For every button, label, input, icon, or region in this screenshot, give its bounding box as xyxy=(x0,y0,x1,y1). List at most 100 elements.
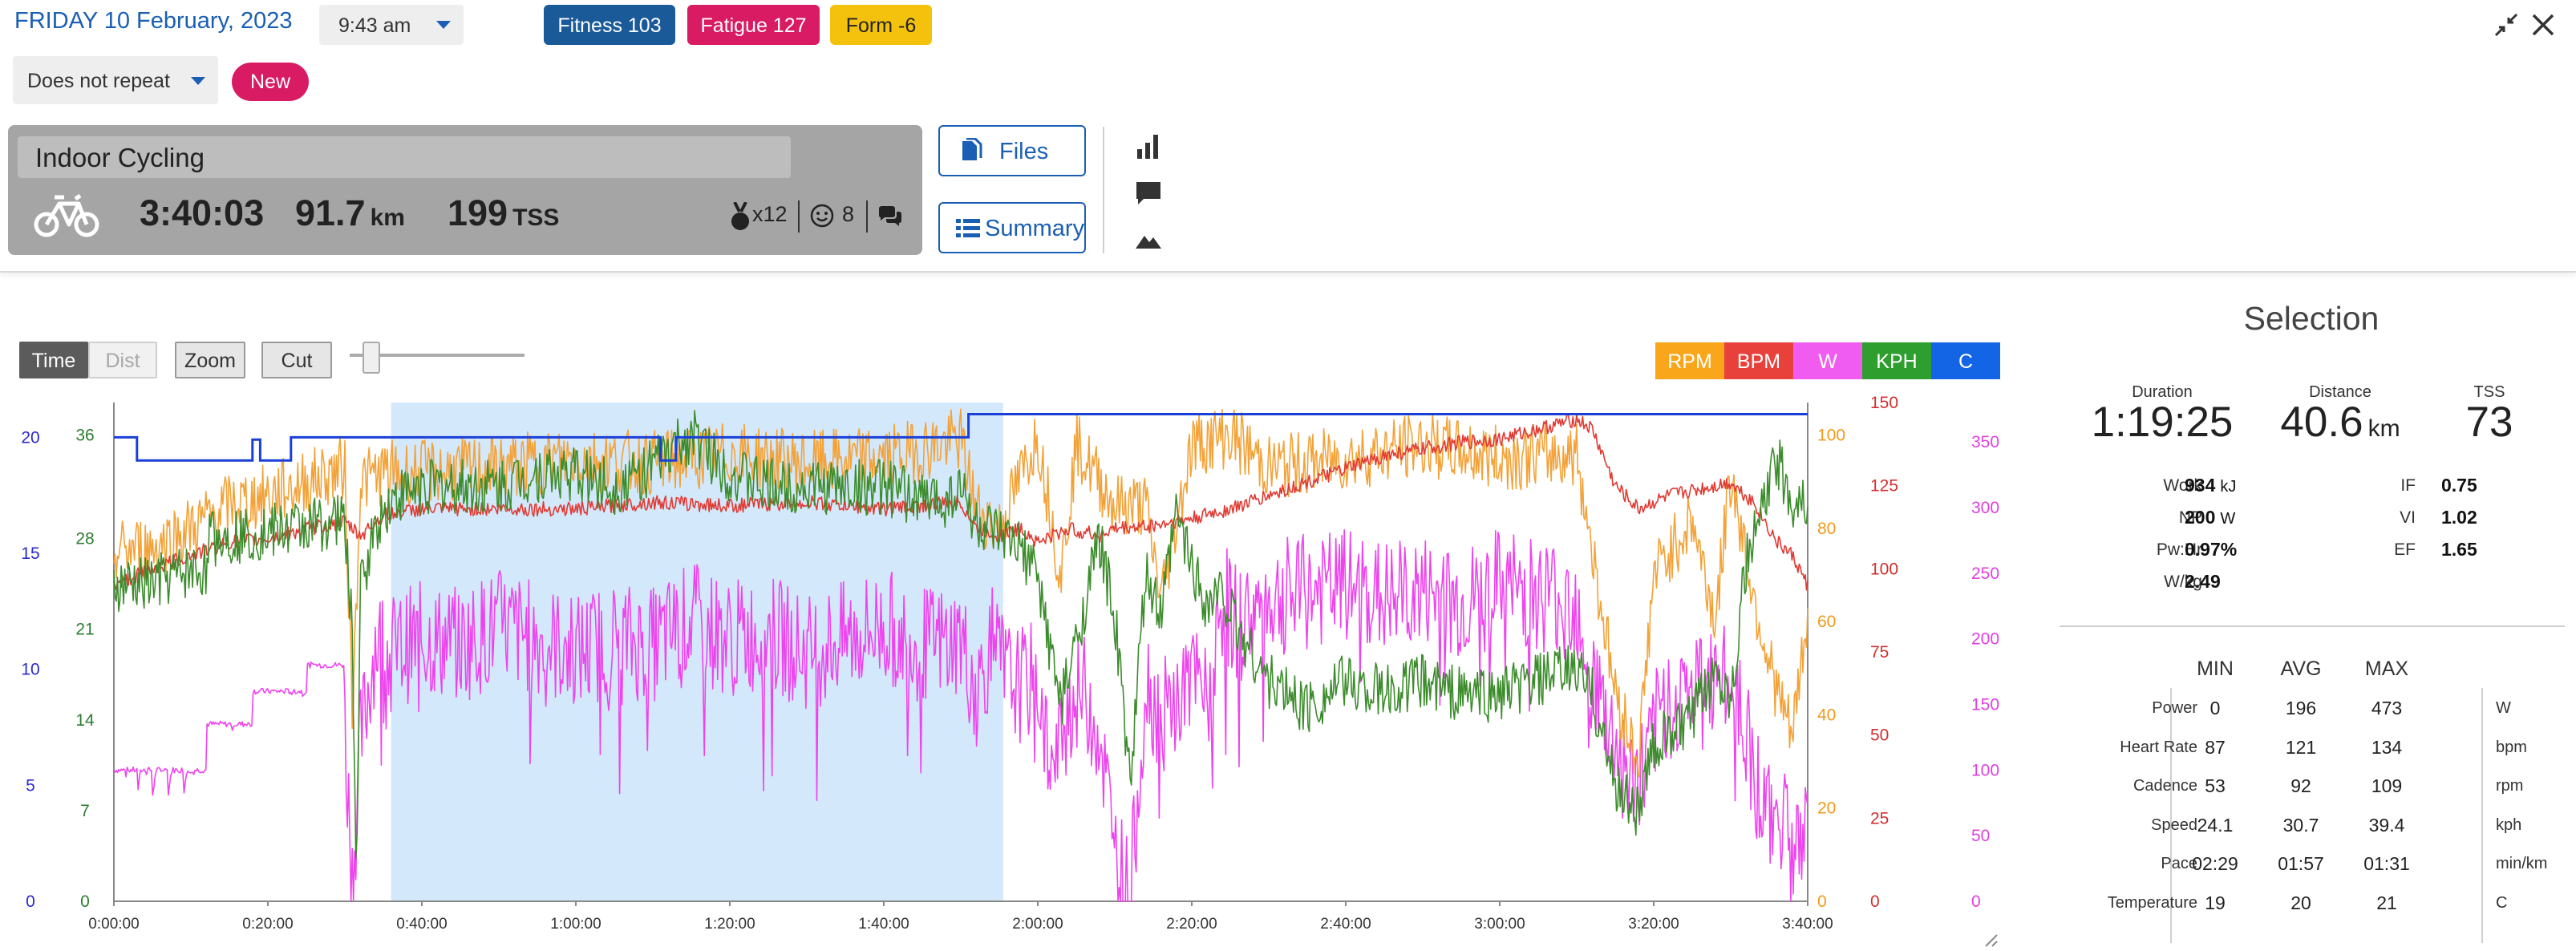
summary-button[interactable]: Summary xyxy=(938,202,1086,253)
work-value: 934 kJ xyxy=(2185,475,2236,496)
x-tick-label: 1:40:00 xyxy=(858,916,909,933)
y-tick-label: 50 xyxy=(1870,726,1889,745)
workout-chart[interactable]: 0:00:00 0:20:00 0:40:00 1:00:00 1:20:00 1:40:… xyxy=(0,385,2005,951)
x-tick-label: 1:00:00 xyxy=(550,916,601,933)
y-tick-label: 0 xyxy=(26,892,35,911)
minimize-icon[interactable] xyxy=(2493,11,2520,38)
if-value: 0.75 xyxy=(2441,475,2477,496)
tss-value: 199 xyxy=(448,192,508,233)
if-label: IF xyxy=(2400,476,2416,495)
files-button[interactable]: Files xyxy=(938,125,1086,176)
series-line-KPH xyxy=(113,410,1808,859)
y-tick-label: 0 xyxy=(80,892,90,911)
resize-handle-icon xyxy=(1985,934,1998,947)
stat-avg-cell: 196 xyxy=(2285,698,2317,718)
y-tick-label: 21 xyxy=(75,621,94,639)
repeat-select[interactable]: Does not repeat xyxy=(13,56,218,104)
stat-unit: min/km xyxy=(2496,855,2548,872)
col-max: MAX xyxy=(2364,658,2409,680)
time-toggle[interactable]: Time xyxy=(19,342,88,378)
comments-icon[interactable] xyxy=(877,205,903,228)
np-unit: W xyxy=(2220,510,2236,528)
chevron-down-icon xyxy=(191,77,205,85)
divider xyxy=(2060,625,2565,627)
stat-row-label: Pace xyxy=(2161,855,2197,872)
series-line-BPM xyxy=(113,414,1808,591)
divider xyxy=(2481,688,2483,943)
time-select[interactable]: 9:43 am xyxy=(319,5,464,45)
bike-icon xyxy=(34,193,99,237)
stat-max-cell: 39.4 xyxy=(2368,814,2405,836)
cut-button[interactable]: Cut xyxy=(261,342,332,378)
x-tick-label: 3:20:00 xyxy=(1628,916,1679,933)
distance-label: Distance xyxy=(2309,383,2371,401)
legend-bpm[interactable]: BPM xyxy=(1724,342,1793,379)
stat-max-cell: 109 xyxy=(2371,775,2403,796)
wkg-label: W/kg xyxy=(2164,573,2202,591)
stat-min-cell: 24.1 xyxy=(2197,814,2234,836)
zoom-button[interactable]: Zoom xyxy=(175,342,245,378)
tss-unit: TSS xyxy=(512,204,560,231)
new-button[interactable]: New xyxy=(232,63,309,101)
x-tick-label: 2:40:00 xyxy=(1320,916,1371,933)
divider xyxy=(798,200,800,233)
x-tick-label: 0:20:00 xyxy=(242,916,293,933)
bar-chart-icon[interactable] xyxy=(1134,132,1163,160)
mountain-icon[interactable] xyxy=(1134,225,1163,253)
stat-unit: rpm xyxy=(2496,777,2524,795)
smoothing-slider-track[interactable] xyxy=(350,354,525,357)
tss-value: 73 xyxy=(2465,399,2513,446)
wkg-value: 2.49 xyxy=(2185,571,2221,592)
fitness-badge[interactable]: Fitness 103 xyxy=(544,5,675,45)
stat-row-label: Heart Rate xyxy=(2120,738,2197,756)
np-value: 200 W xyxy=(2185,507,2235,528)
distance-value: 40.6 xyxy=(2280,399,2363,446)
np-label: NP xyxy=(2178,508,2202,527)
legend-rpm[interactable]: RPM xyxy=(1655,342,1724,379)
np-number: 200 xyxy=(2185,507,2216,528)
tss-label: TSS xyxy=(2473,383,2505,401)
y-tick-label: 20 xyxy=(21,428,39,447)
x-tick-label: 3:00:00 xyxy=(1474,916,1525,933)
series-line-C xyxy=(114,413,1808,462)
vi-value: 1.02 xyxy=(2441,507,2477,528)
activity-duration: 3:40:03 xyxy=(140,192,265,233)
y-tick-label: 20 xyxy=(1817,799,1836,818)
col-avg: AVG xyxy=(2280,658,2322,680)
y-tick-label: 7 xyxy=(80,802,90,820)
stat-min-cell: 19 xyxy=(2205,892,2226,913)
form-badge[interactable]: Form -6 xyxy=(830,5,932,45)
stat-max-cell: 01:31 xyxy=(2363,853,2410,874)
activity-name[interactable]: Indoor Cycling xyxy=(18,136,791,178)
distance-toggle[interactable]: Dist xyxy=(88,342,157,378)
file-icon xyxy=(962,138,982,160)
stat-row-label: Speed xyxy=(2151,815,2197,834)
smoothing-slider-thumb[interactable] xyxy=(363,342,380,374)
list-icon xyxy=(956,219,980,237)
y-tick-label: 80 xyxy=(1817,520,1836,538)
divider xyxy=(866,200,868,233)
activity-card[interactable]: Indoor Cycling 3:40:03 91.7 km 199 TSS x12… xyxy=(8,125,922,255)
close-icon[interactable] xyxy=(2529,11,2557,38)
time-value: 9:43 am xyxy=(338,14,411,37)
y-tick-label: 100 xyxy=(1817,427,1845,445)
selection-title: Selection xyxy=(2243,300,2380,337)
y-tick-label: 25 xyxy=(1870,809,1889,828)
legend-temperature[interactable]: C xyxy=(1931,342,2000,379)
col-min: MIN xyxy=(2197,658,2234,680)
comment-icon[interactable] xyxy=(1134,178,1163,207)
distance-value: 91.7 xyxy=(295,192,366,233)
x-tick-label: 3:40:00 xyxy=(1782,916,1833,933)
fatigue-badge[interactable]: Fatigue 127 xyxy=(687,5,820,45)
legend-watts[interactable]: W xyxy=(1793,342,1862,379)
date-title: FRIDAY 10 February, 2023 xyxy=(14,8,293,34)
y-tick-label: 0 xyxy=(1971,892,1981,911)
y-tick-label: 100 xyxy=(1971,761,1999,779)
activity-tss: 199 TSS xyxy=(448,192,559,234)
y-tick-label: 150 xyxy=(1971,695,1999,714)
legend-kph[interactable]: KPH xyxy=(1862,342,1931,379)
y-tick-label: 350 xyxy=(1971,433,1999,451)
stat-max-cell: 21 xyxy=(2376,892,2397,913)
stat-row-label: Temperature xyxy=(2107,893,2197,912)
y-tick-label: 200 xyxy=(1971,630,1999,649)
